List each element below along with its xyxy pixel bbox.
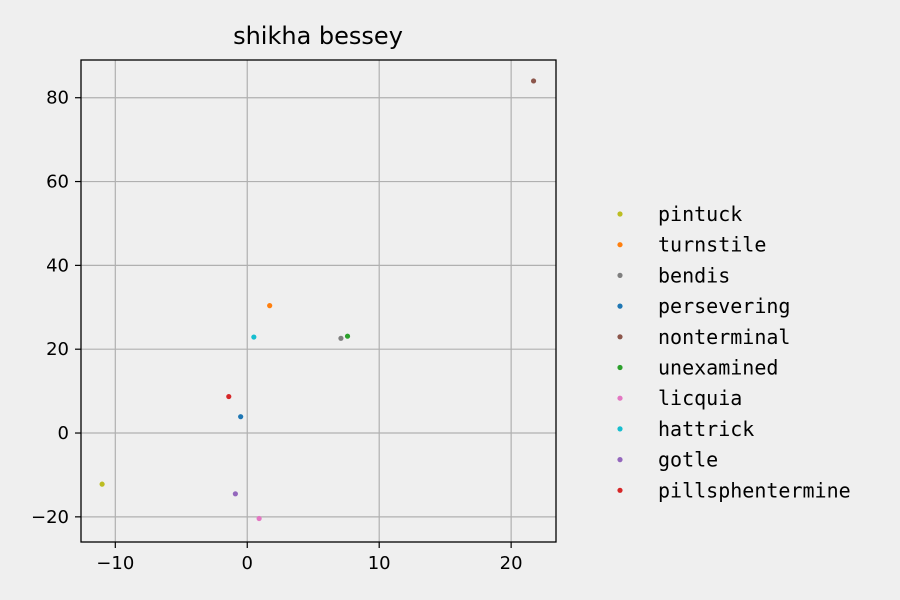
legend-marker [617,457,623,463]
legend-marker [617,211,623,217]
x-tick-label: 20 [500,553,523,574]
legend-label: pillsphentermine [658,478,851,502]
legend-marker [617,242,623,248]
chart-title: shikha bessey [233,22,403,50]
legend-label: gotle [658,448,718,472]
grid-lines [81,60,556,542]
data-point [99,481,105,487]
legend-marker [617,303,623,309]
y-tick-label: −20 [31,507,69,528]
legend-label: bendis [658,263,730,287]
legend-label: pintuck [658,202,742,226]
data-point [256,515,262,522]
y-tick-label: 80 [46,88,69,109]
legend-marker [617,426,623,432]
axis-ticks: −10 0 10 20 −20 0 20 40 60 80 [31,88,523,574]
data-point [267,303,273,309]
data-point [530,78,537,84]
legend-label: nonterminal [658,325,790,349]
legend-label: hattrick [658,417,754,441]
data-point [232,491,238,497]
legend-marker [617,395,623,401]
legend-label: licquia [658,386,742,410]
legend-marker [617,364,623,371]
x-tick-label: 10 [368,553,391,574]
y-tick-label: 60 [46,172,69,193]
data-point [226,393,232,400]
legend-label: unexamined [658,356,778,380]
y-tick-label: 20 [46,339,69,360]
data-point [251,334,257,340]
data-point [338,335,344,341]
legend-label: turnstile [658,233,766,257]
legend-label: persevering [658,294,790,318]
plot-area [80,59,557,543]
legend: pintuck turnstile bendis persevering nonterm… [617,202,851,502]
legend-marker [617,272,623,278]
data-points [99,78,537,522]
y-tick-label: 40 [46,255,69,276]
x-tick-label: −10 [96,553,134,574]
legend-marker [617,487,623,493]
y-tick-label: 0 [58,423,69,444]
legend-marker [617,334,623,340]
data-point [238,414,244,420]
x-tick-label: 0 [242,553,253,574]
data-point [344,333,351,339]
